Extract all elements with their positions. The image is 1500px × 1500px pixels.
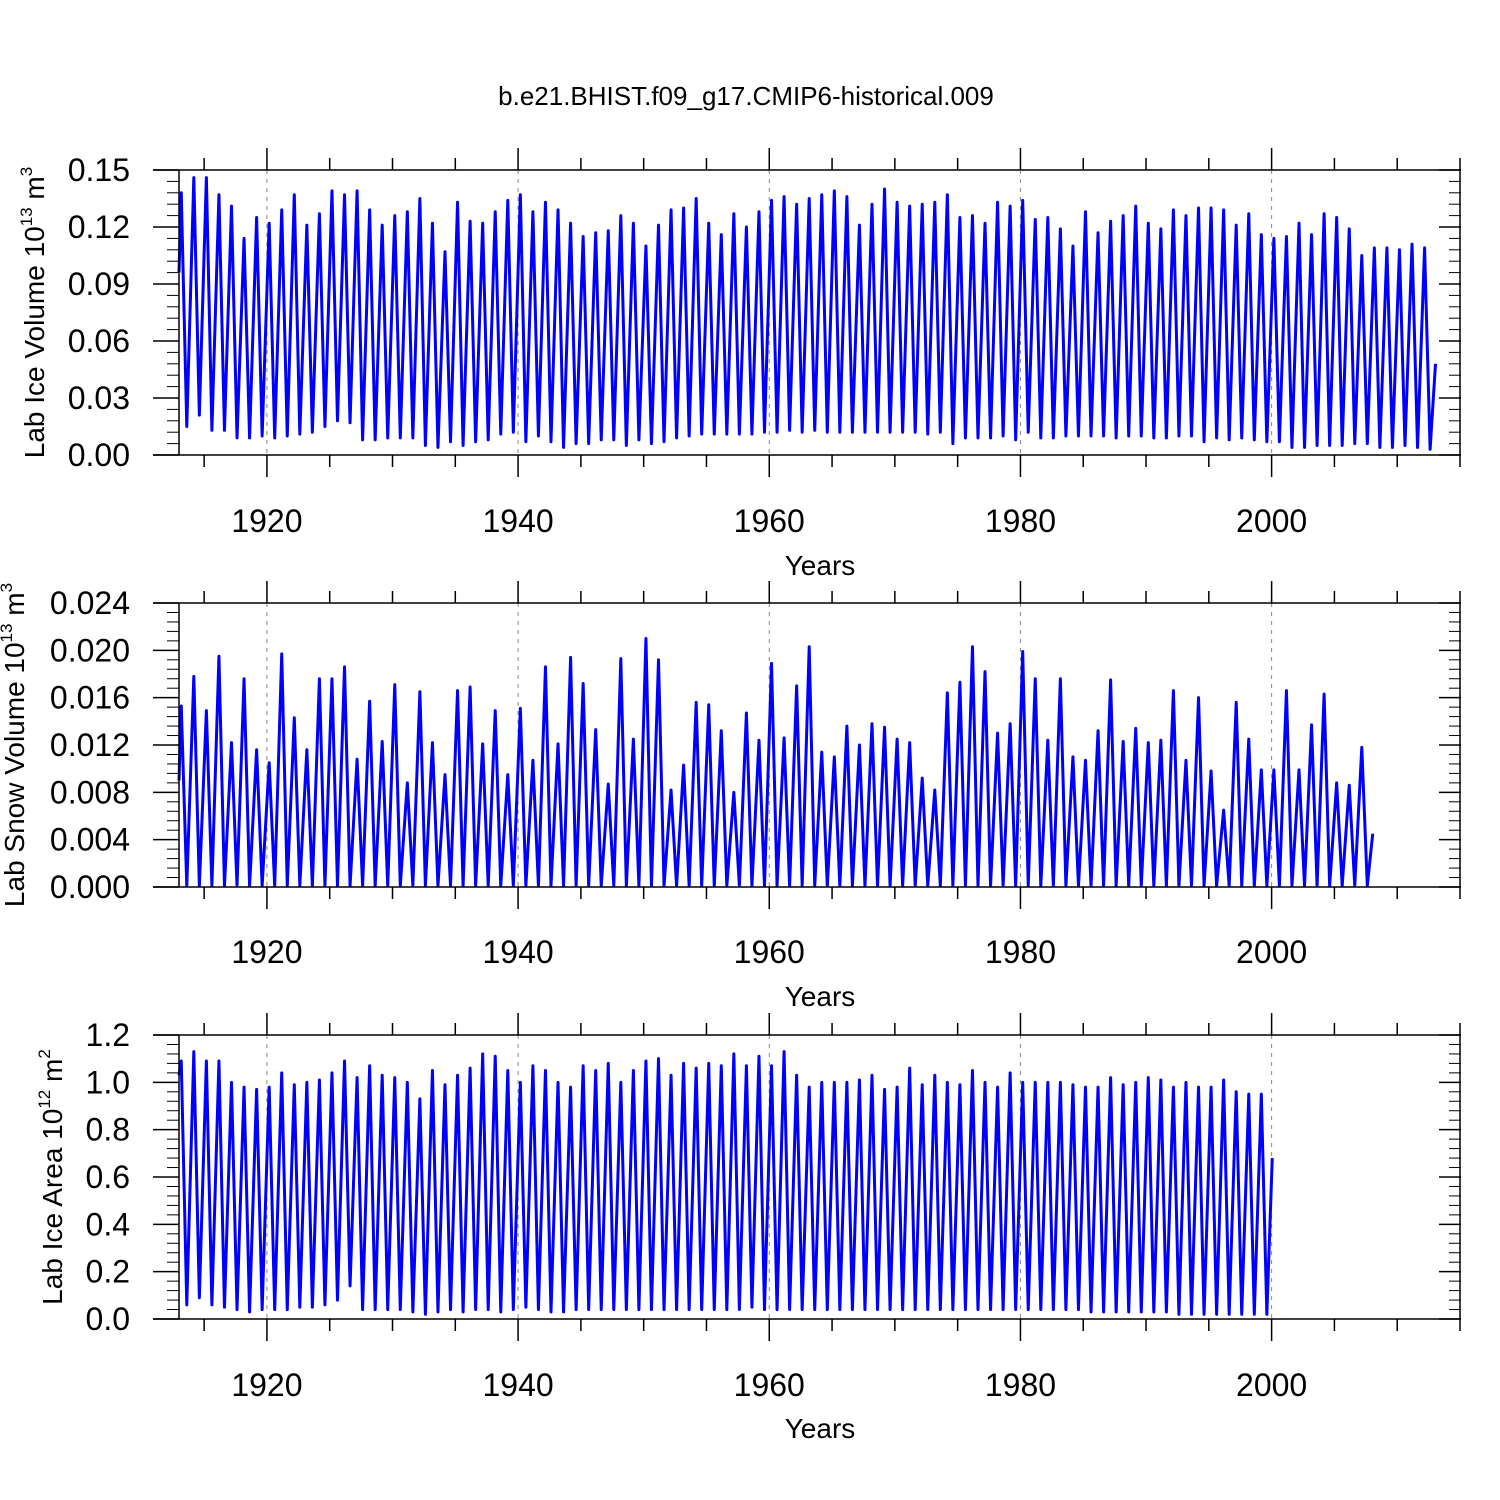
x-tick-label: 2000: [1236, 934, 1307, 970]
y-tick-label: 0.06: [68, 323, 130, 359]
x-tick-label: 1980: [985, 503, 1056, 539]
x-tick-label: 1960: [734, 1367, 805, 1403]
x-tick-label: 2000: [1236, 503, 1307, 539]
y-axis-label: Lab Ice Area 1012 m2: [35, 1049, 68, 1305]
y-tick-label: 0.020: [50, 632, 130, 668]
x-tick-label: 1920: [231, 1367, 302, 1403]
x-tick-label: 1920: [231, 503, 302, 539]
series-line-3: [177, 1050, 1274, 1316]
x-axis-label: Years: [785, 981, 856, 1012]
y-tick-label: 0.15: [68, 152, 130, 188]
x-tick-label: 1940: [482, 1367, 553, 1403]
panel-1: 0.00 0.03 0.06 0.09 0.12 0.15 1920 1940 1960 1980…: [17, 148, 1461, 581]
y-tick-label: 0.000: [50, 869, 130, 905]
panels: 0.00 0.03 0.06 0.09 0.12 0.15 1920 1940 1960 1980…: [0, 148, 1461, 1444]
y-tick-label: 0.8: [86, 1112, 130, 1148]
x-axis-label: Years: [785, 1413, 856, 1444]
series-line-1: [177, 176, 1438, 451]
x-tick-label: 1980: [985, 934, 1056, 970]
x-tick-label: 1960: [734, 934, 805, 970]
y-tick-label: 1.0: [86, 1064, 130, 1100]
y-tick-label: 0.09: [68, 266, 130, 302]
x-axis-label: Years: [785, 550, 856, 581]
y-tick-label: 0.2: [86, 1254, 130, 1290]
panel-2: 0.000 0.004 0.008 0.012 0.016 0.020 0.024 1920 1…: [0, 581, 1461, 1012]
x-tick-label: 1940: [482, 503, 553, 539]
y-tick-label: 0.00: [68, 437, 130, 473]
y-tick-label: 0.03: [68, 380, 130, 416]
y-tick-label: 0.024: [50, 585, 130, 621]
y-tick-label: 1.2: [86, 1017, 130, 1053]
x-tick-label: 1980: [985, 1367, 1056, 1403]
y-tick-label: 0.12: [68, 209, 130, 245]
x-tick-label: 2000: [1236, 1367, 1307, 1403]
figure-title: b.e21.BHIST.f09_g17.CMIP6-historical.009: [498, 81, 994, 111]
y-tick-label: 0.016: [50, 680, 130, 716]
x-tick-label: 1960: [734, 503, 805, 539]
y-tick-label: 0.4: [86, 1206, 130, 1242]
y-tick-label: 0.004: [50, 822, 130, 858]
y-tick-label: 0.0: [86, 1301, 130, 1337]
x-tick-label: 1920: [231, 934, 302, 970]
y-tick-label: 0.6: [86, 1159, 130, 1195]
y-axis-label: Lab Snow Volume 1013 m3: [0, 583, 30, 907]
x-tick-label: 1940: [482, 934, 553, 970]
panel-3: 0.0 0.2 0.4 0.6 0.8 1.0 1.2 1920 1940 1960 1980 200…: [35, 1013, 1461, 1444]
series-line-2: [177, 637, 1375, 888]
y-tick-label: 0.012: [50, 727, 130, 763]
y-axis-label: Lab Ice Volume 1013 m3: [17, 167, 50, 458]
y-tick-label: 0.008: [50, 774, 130, 810]
